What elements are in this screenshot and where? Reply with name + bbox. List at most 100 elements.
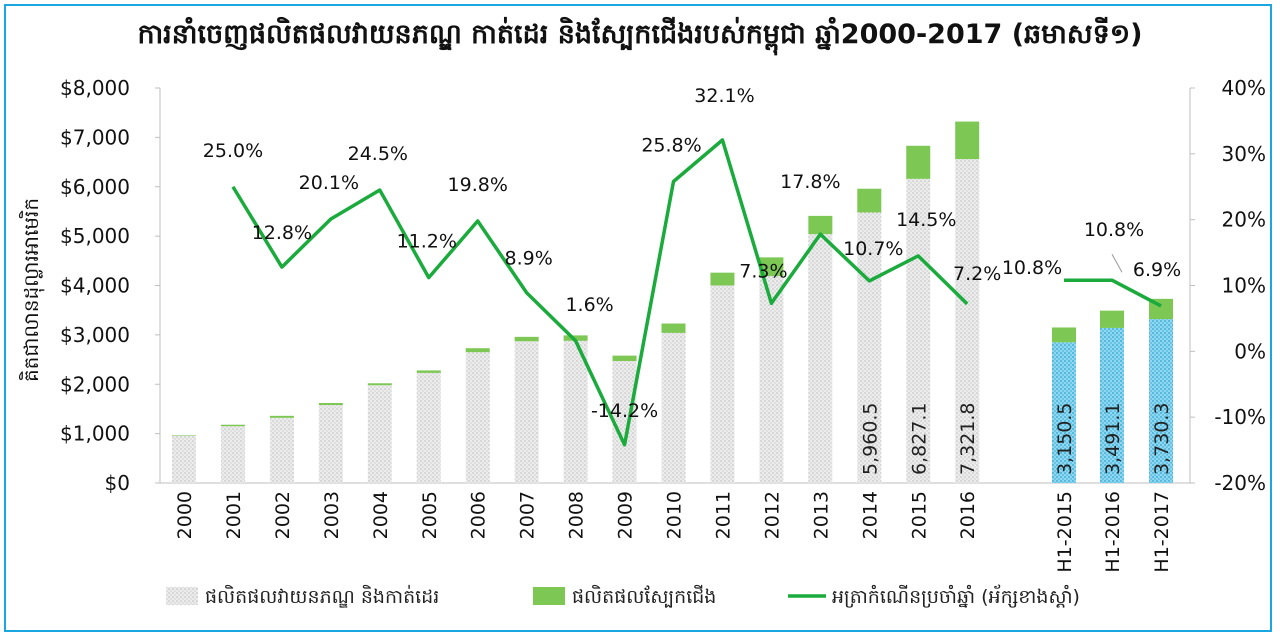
x-tick-label: 2000 bbox=[174, 491, 196, 539]
bar-garment bbox=[563, 340, 588, 483]
bar-footwear bbox=[661, 323, 686, 333]
bar-footwear bbox=[759, 257, 784, 277]
bar-footwear bbox=[1052, 327, 1076, 343]
bar-footwear bbox=[367, 383, 392, 386]
chart-frame bbox=[4, 4, 1272, 632]
bar-garment bbox=[955, 159, 980, 483]
label-leader-line bbox=[1111, 253, 1123, 273]
bar-footwear bbox=[220, 424, 245, 427]
growth-data-label: 7.2% bbox=[953, 263, 1001, 285]
y-tick-label: $4,000 bbox=[60, 274, 130, 298]
y2-tick-label: -20% bbox=[1214, 471, 1266, 495]
x-tick-label: 2016 bbox=[957, 491, 979, 539]
bar-garment bbox=[1052, 342, 1076, 483]
x-tick-label: 2007 bbox=[517, 491, 539, 539]
x-tick-label: 2003 bbox=[321, 491, 343, 539]
bar-total-label: 3,150.5 bbox=[1054, 402, 1076, 475]
bar-total-label: 6,827.1 bbox=[908, 402, 930, 475]
bar-garment bbox=[1149, 319, 1173, 483]
bar-garment bbox=[759, 276, 784, 483]
bar-garment bbox=[857, 212, 882, 484]
y2-tick-label: 40% bbox=[1222, 76, 1266, 100]
x-tick-label: 2005 bbox=[419, 491, 441, 539]
y2-tick-label: 30% bbox=[1222, 142, 1266, 166]
y-tick-label: $5,000 bbox=[60, 224, 130, 248]
growth-data-label: 11.2% bbox=[397, 231, 457, 253]
bar-garment bbox=[269, 417, 294, 483]
y-tick-label: $0 bbox=[105, 471, 130, 495]
bar-garment bbox=[416, 372, 441, 483]
y-tick-label: $2,000 bbox=[60, 372, 130, 396]
bar-total-label: 5,960.5 bbox=[859, 402, 881, 475]
bar-garment bbox=[220, 426, 245, 483]
growth-data-label: 12.8% bbox=[252, 222, 312, 244]
x-tick-label: H1-2016 bbox=[1102, 491, 1124, 573]
bar-footwear bbox=[857, 188, 882, 213]
growth-data-label: 14.5% bbox=[896, 209, 956, 231]
y2-tick-label: 20% bbox=[1222, 208, 1266, 232]
bar-footwear bbox=[563, 335, 588, 341]
y-tick-label: $7,000 bbox=[60, 125, 130, 149]
bar-footwear bbox=[612, 355, 637, 362]
bar-footwear bbox=[955, 121, 980, 160]
bar-total-label: 7,321.8 bbox=[957, 402, 979, 475]
y-axis-title: គិតជាលានដុល្លារអាមេរិក bbox=[18, 198, 45, 382]
y-tick-label: $3,000 bbox=[60, 323, 130, 347]
chart-title: ការនាំចេញផលិតផលវាយនភណ្ឌ កាត់ដេរ និងស្បែក… bbox=[137, 19, 1143, 50]
growth-data-label: 25.8% bbox=[641, 134, 701, 156]
growth-data-label: 24.5% bbox=[348, 143, 408, 165]
bar-garment bbox=[514, 341, 539, 483]
x-tick-label: 2015 bbox=[908, 491, 930, 539]
growth-data-label: 1.6% bbox=[565, 294, 613, 316]
bar-footwear bbox=[465, 348, 490, 353]
x-tick-label: 2009 bbox=[615, 491, 637, 539]
y2-tick-label: 0% bbox=[1234, 339, 1266, 363]
bar-garment bbox=[465, 352, 490, 483]
growth-data-label: 20.1% bbox=[299, 172, 359, 194]
y-tick-label: $8,000 bbox=[60, 76, 130, 100]
growth-line-annual bbox=[231, 138, 969, 447]
x-tick-label: 2010 bbox=[664, 491, 686, 539]
x-tick-label: 2012 bbox=[761, 491, 783, 539]
growth-data-label: 17.8% bbox=[780, 171, 840, 193]
bar-garment bbox=[367, 385, 392, 483]
y-tick-label: $1,000 bbox=[60, 422, 130, 446]
legend-swatch-footwear bbox=[533, 587, 565, 605]
x-tick-label: 2006 bbox=[468, 491, 490, 539]
bar-total-label: 3,730.3 bbox=[1151, 402, 1173, 475]
growth-data-label: 10.7% bbox=[843, 238, 903, 260]
x-tick-label: H1-2015 bbox=[1054, 491, 1076, 573]
bar-garment bbox=[612, 361, 637, 483]
growth-line-h1 bbox=[1064, 278, 1162, 308]
x-tick-label: 2002 bbox=[272, 491, 294, 539]
x-tick-label: H1-2017 bbox=[1151, 491, 1173, 573]
y2-tick-label: 10% bbox=[1222, 274, 1266, 298]
growth-data-label: 19.8% bbox=[448, 174, 508, 196]
growth-data-label: 10.8% bbox=[1002, 257, 1062, 279]
bar-garment bbox=[710, 285, 735, 483]
bar-garment bbox=[661, 332, 686, 483]
bar-footwear bbox=[906, 145, 931, 179]
x-tick-label: 2004 bbox=[370, 491, 392, 539]
bar-footwear bbox=[1100, 310, 1124, 328]
legend-label-footwear: ផលិតផលស្បែកជើង bbox=[572, 584, 716, 608]
bar-footwear bbox=[416, 370, 441, 373]
growth-data-label: 8.9% bbox=[505, 248, 553, 270]
growth-data-label: 32.1% bbox=[694, 85, 754, 107]
x-tick-label: 2013 bbox=[810, 491, 832, 539]
x-tick-label: 2014 bbox=[859, 491, 881, 539]
legend-label-garment: ផលិតផលវាយនភណ្ឌ និងកាត់ដេរ bbox=[205, 584, 439, 608]
bar-garment bbox=[808, 234, 833, 483]
legend-swatch-garment bbox=[166, 587, 198, 605]
bar-garment bbox=[1100, 327, 1124, 483]
bar-garment bbox=[172, 435, 196, 483]
legend-label-growth: អត្រាកំណើនប្រចាំឆ្នាំ (អ័ក្សខាងស្តាំ) bbox=[832, 584, 1080, 608]
growth-data-label: 25.0% bbox=[203, 140, 263, 162]
bar-footwear bbox=[269, 415, 294, 418]
bar-garment bbox=[318, 404, 343, 483]
bar-footwear bbox=[710, 272, 735, 286]
growth-data-label: -14.2% bbox=[591, 400, 658, 422]
y-tick-label: $6,000 bbox=[60, 175, 130, 199]
y2-tick-label: -10% bbox=[1214, 405, 1266, 429]
